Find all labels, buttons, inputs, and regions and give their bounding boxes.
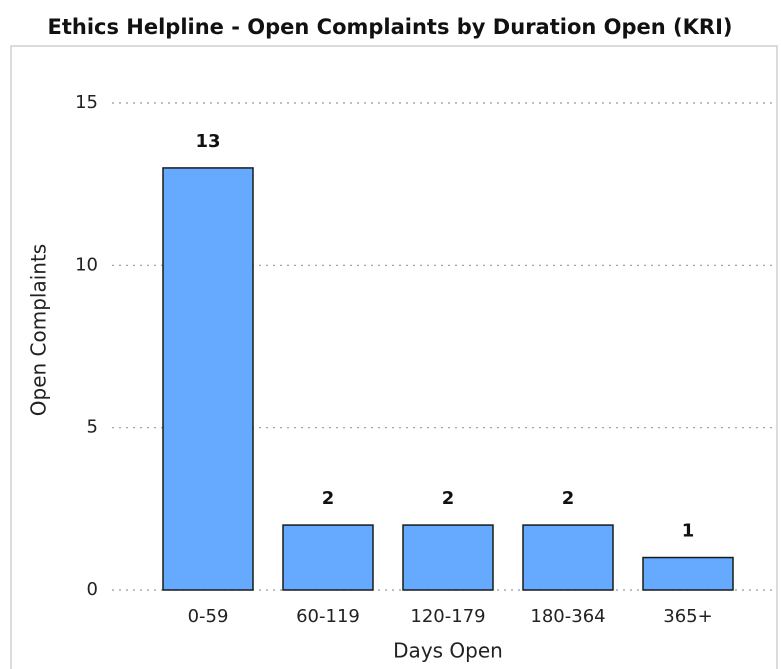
x-tick-label: 180-364 — [530, 606, 605, 627]
bar — [162, 167, 254, 591]
x-tick-label: 0-59 — [188, 606, 229, 627]
x-tick-label: 365+ — [663, 606, 712, 627]
chart-frame — [10, 45, 778, 669]
chart-title: Ethics Helpline - Open Complaints by Dur… — [48, 15, 733, 39]
y-axis-title: Open Complaints — [27, 244, 51, 416]
x-tick-label: 60-119 — [296, 606, 360, 627]
value-label: 2 — [322, 488, 335, 509]
bar — [282, 524, 374, 591]
value-label: 1 — [682, 521, 695, 542]
x-tick-label: 120-179 — [410, 606, 485, 627]
y-tick-label: 0 — [87, 579, 98, 600]
y-tick-label: 5 — [87, 417, 98, 438]
bar — [522, 524, 614, 591]
y-tick-label: 10 — [75, 254, 98, 275]
y-tick-label: 15 — [75, 92, 98, 113]
value-label: 2 — [442, 488, 455, 509]
value-label: 2 — [562, 488, 575, 509]
bar — [642, 556, 734, 591]
bar — [402, 524, 494, 591]
value-label: 13 — [195, 131, 220, 152]
x-axis-title: Days Open — [393, 639, 503, 663]
